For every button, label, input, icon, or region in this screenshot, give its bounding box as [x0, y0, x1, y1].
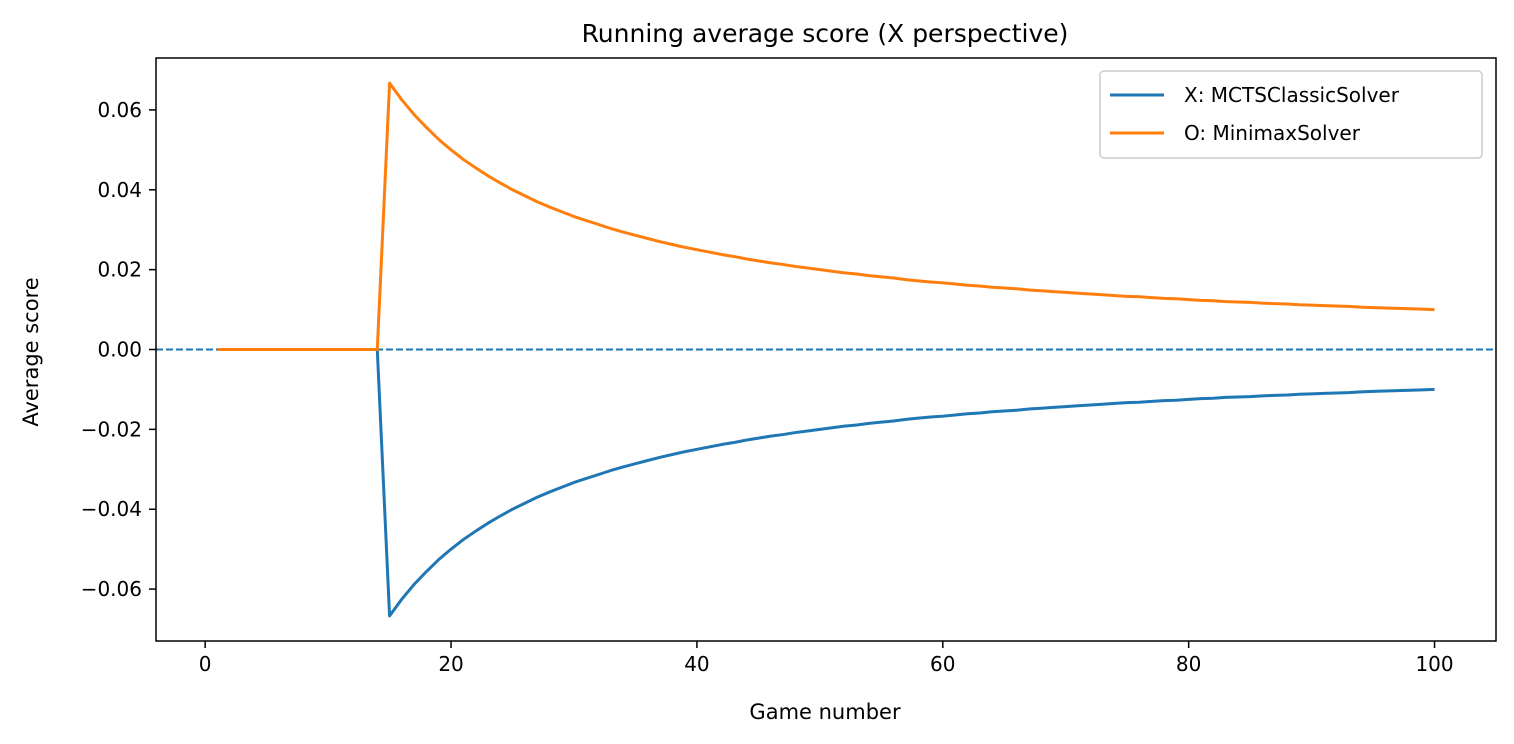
plot-area	[156, 81, 1496, 618]
y-tick-label: 0.02	[97, 258, 142, 282]
x-tick-label: 20	[438, 652, 463, 676]
x-tick-label: 80	[1176, 652, 1201, 676]
x-axis-label: Game number	[749, 700, 901, 724]
legend: X: MCTSClassicSolver O: MinimaxSolver	[1099, 70, 1483, 159]
x-tick-label: 100	[1415, 652, 1453, 676]
chart-title: Running average score (X perspective)	[582, 19, 1069, 48]
x-tick-label: 40	[684, 652, 709, 676]
series-line-o-minimax	[217, 81, 1435, 351]
y-tick-label: −0.04	[81, 497, 142, 521]
y-tick-label: −0.06	[81, 577, 142, 601]
x-tick-label: 0	[199, 652, 212, 676]
legend-box	[1099, 70, 1483, 159]
y-tick-label: 0.04	[97, 178, 142, 202]
x-tick-label: 60	[930, 652, 955, 676]
y-tick-label: 0.00	[97, 338, 142, 362]
y-tick-label: −0.02	[81, 417, 142, 441]
y-axis-label: Average score	[19, 277, 43, 426]
legend-label-x-mcts: X: MCTSClassicSolver	[1184, 83, 1400, 107]
y-tick-label: 0.06	[97, 98, 142, 122]
legend-label-o-minimax: O: MinimaxSolver	[1184, 121, 1361, 145]
series-line-x-mcts	[217, 348, 1435, 618]
axes: 0 20 40 60 80 100 −0.06 −0.04 −0.02 0.00 0.02 0.04 0…	[81, 57, 1497, 676]
